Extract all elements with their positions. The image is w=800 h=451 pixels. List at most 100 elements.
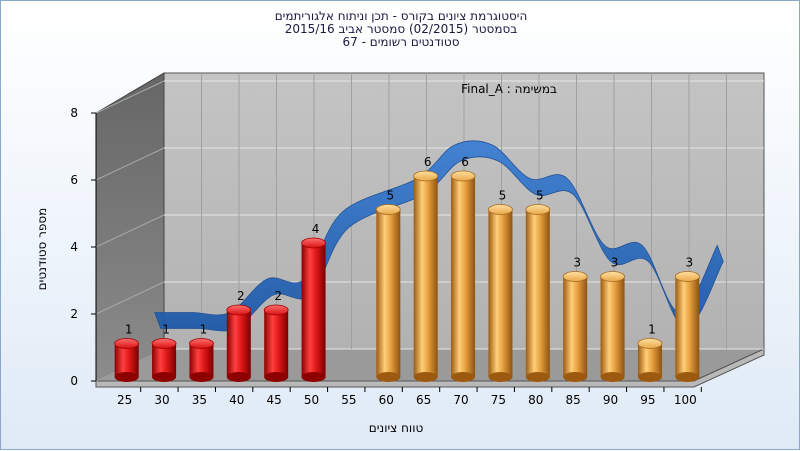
bar-value-label: 3 bbox=[611, 256, 619, 270]
bar-top bbox=[674, 271, 700, 282]
chart-title-block: היסטוגרמת ציונים בקורס - תכן וניתוח אלגו… bbox=[1, 10, 800, 49]
x-axis-title: טווח ציונים bbox=[369, 421, 424, 435]
chart-subtitle: בסמסטר (02/2015) סמסטר אביב 2015/16 bbox=[284, 22, 518, 36]
x-tick-label: 65 bbox=[416, 393, 431, 407]
bar-top bbox=[600, 271, 625, 282]
bar-body bbox=[525, 209, 550, 377]
x-tick-label: 100 bbox=[674, 393, 697, 407]
bar-top bbox=[263, 304, 289, 316]
histogram-bar bbox=[450, 170, 476, 382]
histogram-bar bbox=[600, 271, 625, 382]
grid-line-side bbox=[95, 80, 165, 114]
y-tick-label: 8 bbox=[70, 106, 78, 120]
bar-base bbox=[189, 372, 214, 382]
bar-top bbox=[226, 304, 252, 316]
x-tick-label: 35 bbox=[192, 393, 207, 407]
bar-body bbox=[376, 209, 401, 377]
bar-value-label: 2 bbox=[274, 289, 282, 303]
bar-top bbox=[301, 237, 326, 249]
y-tick-label: 2 bbox=[70, 307, 78, 321]
bar-base bbox=[264, 372, 289, 382]
bar-base bbox=[152, 372, 177, 382]
bar-value-label: 5 bbox=[499, 189, 507, 203]
histogram-bar bbox=[562, 271, 588, 382]
x-tick-label: 45 bbox=[267, 393, 282, 407]
bar-value-label: 2 bbox=[237, 289, 245, 303]
bar-top bbox=[637, 338, 663, 349]
bar-value-label: 1 bbox=[200, 323, 208, 337]
x-tick-label: 30 bbox=[154, 393, 169, 407]
bar-base bbox=[675, 372, 700, 382]
grid-line-side bbox=[95, 281, 165, 315]
bar-top bbox=[562, 271, 588, 282]
y-tick-label: 6 bbox=[70, 173, 78, 187]
histogram-bar bbox=[301, 237, 326, 382]
histogram-bar bbox=[263, 304, 289, 382]
chart-title: היסטוגרמת ציונים בקורס - תכן וניתוח אלגו… bbox=[274, 9, 528, 23]
bar-base bbox=[600, 372, 625, 382]
bar-value-label: 6 bbox=[424, 155, 432, 169]
x-tick-label: 25 bbox=[117, 393, 132, 407]
bar-value-label: 4 bbox=[312, 222, 320, 236]
x-tick-label: 95 bbox=[640, 393, 655, 407]
bar-base bbox=[488, 372, 513, 382]
bar-body bbox=[114, 343, 139, 377]
histogram-bar bbox=[674, 271, 700, 382]
x-tick-label: 80 bbox=[528, 393, 543, 407]
bar-value-label: 6 bbox=[461, 155, 469, 169]
bar-base bbox=[226, 372, 251, 382]
bar-base bbox=[637, 372, 662, 382]
histogram-bar bbox=[226, 304, 252, 382]
histogram-bar bbox=[151, 338, 177, 382]
bar-value-label: 3 bbox=[685, 256, 693, 270]
y-tick-label: 0 bbox=[70, 374, 78, 388]
bar-body bbox=[226, 310, 251, 377]
x-tick-label: 85 bbox=[566, 393, 581, 407]
histogram-bar bbox=[189, 338, 214, 382]
histogram-bar bbox=[525, 204, 551, 382]
grid-line-side bbox=[95, 214, 165, 248]
bar-value-label: 1 bbox=[125, 323, 133, 337]
x-tick-label: 90 bbox=[603, 393, 618, 407]
bar-value-label: 3 bbox=[573, 256, 581, 270]
bar-top bbox=[114, 338, 140, 349]
bar-top bbox=[375, 204, 401, 215]
bar-base bbox=[525, 372, 550, 382]
bar-value-label: 5 bbox=[536, 189, 544, 203]
bar-base bbox=[563, 372, 588, 382]
bar-top bbox=[413, 170, 439, 182]
x-tick-label: 55 bbox=[341, 393, 356, 407]
bar-body bbox=[451, 176, 476, 377]
bar-base bbox=[301, 372, 326, 382]
task-annotation: במשימה : Final_A bbox=[461, 82, 557, 96]
y-tick-label: 4 bbox=[70, 240, 78, 254]
bar-value-label: 1 bbox=[648, 323, 656, 337]
bar-body bbox=[264, 310, 289, 377]
histogram-bar bbox=[488, 204, 513, 382]
bar-body bbox=[413, 176, 438, 377]
x-tick-label: 50 bbox=[304, 393, 319, 407]
histogram-bar bbox=[637, 338, 663, 382]
bar-base bbox=[413, 372, 438, 382]
bar-body bbox=[675, 276, 700, 377]
bar-body bbox=[152, 343, 177, 377]
bar-body bbox=[189, 343, 214, 377]
bar-top bbox=[488, 204, 513, 215]
x-tick-label: 75 bbox=[491, 393, 506, 407]
bar-value-label: 5 bbox=[386, 189, 394, 203]
bar-top bbox=[151, 338, 177, 349]
x-tick-label: 70 bbox=[453, 393, 468, 407]
bar-top bbox=[189, 338, 214, 349]
histogram-bar bbox=[114, 338, 140, 382]
bar-top bbox=[525, 204, 551, 215]
histogram-bar bbox=[375, 204, 401, 382]
bar-base bbox=[451, 372, 476, 382]
chart-registered-count: סטודנטים רשומים - 67 bbox=[342, 35, 460, 49]
bar-body bbox=[637, 343, 662, 377]
bar-base bbox=[376, 372, 401, 382]
bar-body bbox=[488, 209, 513, 377]
bar-value-label: 1 bbox=[162, 323, 170, 337]
grid-line-side bbox=[95, 147, 165, 181]
